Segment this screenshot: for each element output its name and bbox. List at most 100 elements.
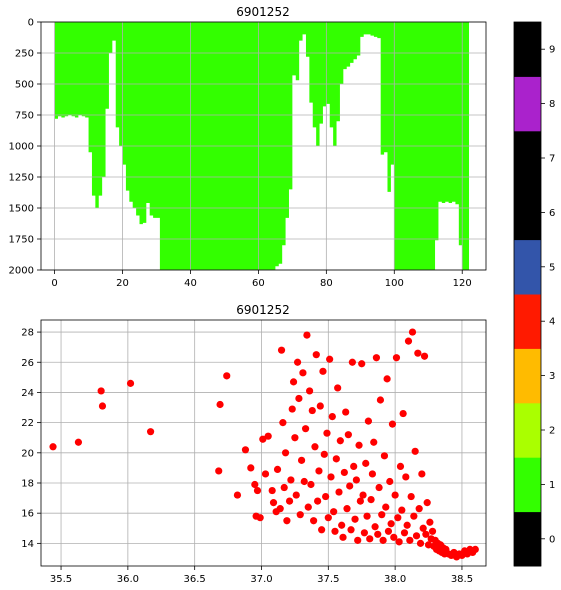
scatter-point — [216, 400, 224, 409]
scatter-point — [395, 538, 403, 546]
scatter-point — [277, 346, 286, 354]
colorbar-segment — [514, 348, 541, 404]
top-chart-frame — [40, 21, 487, 271]
scatter-point — [289, 378, 298, 386]
scatter-point — [320, 450, 328, 458]
colorbar-segment — [514, 185, 541, 241]
scatter-point — [251, 480, 259, 489]
scatter-point — [126, 379, 135, 387]
scatter-point — [74, 438, 83, 446]
scatter-point — [374, 530, 382, 538]
scatter-point — [372, 354, 381, 362]
y-tick-label: 750 — [15, 111, 34, 122]
scatter-point — [403, 521, 411, 529]
scatter-point — [97, 387, 105, 395]
scatter-point — [343, 505, 351, 513]
scatter-point — [371, 523, 379, 531]
bottom-chart-points — [49, 328, 479, 561]
scatter-point — [376, 396, 385, 404]
scatter-point — [382, 503, 390, 511]
scatter-point — [326, 355, 334, 363]
y-tick-label: 1250 — [9, 173, 34, 184]
scatter-point — [276, 505, 284, 513]
scatter-point — [404, 337, 413, 345]
scatter-point — [268, 486, 276, 495]
scatter-point — [362, 459, 370, 467]
scatter-point — [368, 470, 377, 478]
colorbar-segment — [514, 457, 541, 513]
y-tick-label: 1500 — [9, 204, 34, 215]
scatter-point — [364, 417, 373, 425]
top-chart-x-axis: 0 20 40 60 80 100 120 — [51, 270, 472, 289]
scatter-point — [422, 530, 430, 538]
scatter-point — [296, 511, 304, 519]
scatter-point — [334, 384, 342, 392]
x-tick-label: 20 — [116, 278, 129, 289]
scatter-point — [399, 409, 407, 418]
scatter-point — [319, 367, 327, 375]
scatter-point — [293, 358, 302, 366]
scatter-point — [253, 486, 262, 495]
top-chart-y-axis: 0 250 500 750 1000 1250 1500 1750 2000 — [9, 18, 41, 277]
colorbar-tick-label: 8 — [549, 99, 555, 110]
scatter-point — [241, 446, 250, 454]
scatter-point — [259, 435, 267, 443]
scatter-point — [419, 524, 427, 532]
x-tick-label: 38.5 — [451, 574, 473, 585]
scatter-point — [49, 443, 57, 451]
scatter-point — [398, 506, 406, 514]
scatter-point — [301, 425, 310, 433]
scatter-point — [303, 331, 311, 339]
colorbar-segment — [514, 130, 541, 186]
scatter-point — [323, 429, 331, 437]
scatter-point — [356, 497, 364, 505]
scatter-point — [406, 536, 414, 544]
x-tick-label: 120 — [453, 278, 472, 289]
scatter-point — [423, 499, 431, 507]
scatter-point — [299, 369, 307, 377]
top-chart-title: 6901252 — [236, 5, 289, 19]
scatter-point — [308, 406, 316, 415]
scatter-point — [332, 455, 340, 463]
scatter-point — [410, 512, 418, 520]
x-tick-label: 37.0 — [250, 574, 272, 585]
scatter-point — [311, 443, 319, 451]
colorbar-segment — [514, 511, 541, 567]
y-tick-label: 2000 — [9, 266, 34, 277]
x-tick-label: 36.0 — [117, 574, 139, 585]
scatter-point — [426, 518, 434, 526]
bottom-chart-plot-background — [41, 320, 486, 566]
scatter-point — [418, 470, 426, 478]
colorbar-tick-label: 9 — [549, 45, 555, 56]
scatter-point — [370, 438, 378, 446]
scatter-point — [354, 536, 362, 544]
colorbar-segment — [514, 402, 541, 458]
colorbar-tick-label: 6 — [549, 208, 555, 219]
y-tick-label: 28 — [21, 328, 34, 339]
scatter-point — [338, 521, 346, 529]
colorbar: 0 1 2 3 4 5 6 7 8 9 — [513, 21, 555, 567]
scatter-point — [312, 351, 320, 359]
scatter-point — [360, 529, 368, 537]
y-tick-label: 22 — [21, 418, 34, 429]
scatter-point — [375, 483, 383, 492]
scatter-point — [384, 527, 393, 535]
x-tick-label: 100 — [385, 278, 404, 289]
scatter-point — [256, 514, 264, 522]
scatter-point — [351, 515, 359, 523]
y-tick-label: 1750 — [9, 235, 34, 246]
y-tick-label: 26 — [21, 358, 34, 369]
colorbar-tick-label: 3 — [549, 371, 555, 382]
scatter-point — [471, 545, 479, 553]
scatter-point — [300, 477, 308, 486]
scatter-point — [347, 526, 355, 534]
bottom-chart-x-axis: 35.5 36.0 36.5 37.0 37.5 38.0 38.5 — [50, 566, 473, 585]
scatter-point — [366, 535, 374, 543]
scatter-point — [288, 405, 296, 413]
scatter-point — [416, 539, 425, 547]
scatter-point — [297, 456, 306, 464]
scatter-point — [331, 527, 339, 535]
colorbar-tick-label: 4 — [549, 317, 555, 328]
bottom-chart-frame — [40, 319, 487, 567]
